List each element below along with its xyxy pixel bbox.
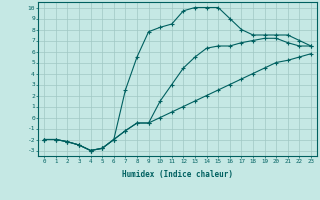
X-axis label: Humidex (Indice chaleur): Humidex (Indice chaleur) bbox=[122, 170, 233, 179]
